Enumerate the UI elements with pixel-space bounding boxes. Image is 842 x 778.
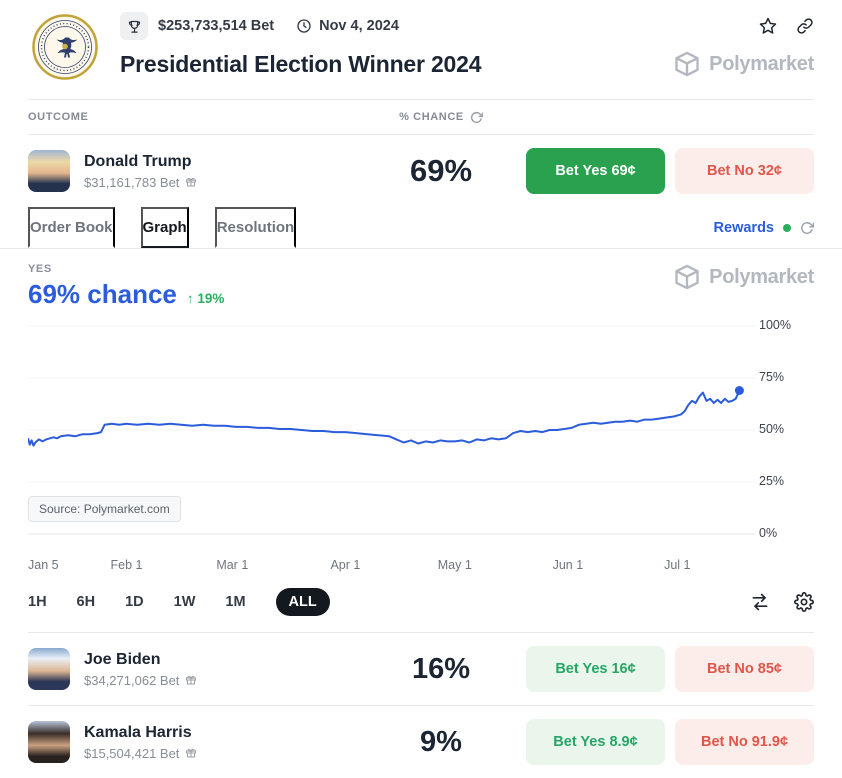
x-axis: Jan 5 Feb 1 Mar 1 Apr 1 May 1 Jun 1 Jul 1 xyxy=(28,550,814,578)
outcome-volume: $15,504,421 Bet xyxy=(84,745,180,761)
star-icon xyxy=(759,17,777,34)
outcome-row-trump: Donald Trump $31,161,783 Bet 69% Bet Yes… xyxy=(0,135,842,207)
chart-canvas[interactable]: 100% 75% 50% 25% 0% Source: Polymarket.com xyxy=(28,316,814,548)
rewards-active-dot xyxy=(783,223,791,232)
divider xyxy=(28,632,814,633)
x-axis-tick-label: Jan 5 xyxy=(28,558,59,572)
bet-yes-button-harris[interactable]: Bet Yes 8.9¢ xyxy=(526,719,665,765)
bet-yes-button-biden[interactable]: Bet Yes 16¢ xyxy=(526,646,665,692)
market-header: $253,733,514 Bet Nov 4, 2024 Presidentia… xyxy=(0,0,842,99)
bet-no-button-biden[interactable]: Bet No 85¢ xyxy=(675,646,814,692)
timeframe-selector: 1H 6H 1D 1W 1M ALL xyxy=(0,578,842,632)
tab-resolution[interactable]: Resolution xyxy=(214,207,297,248)
market-logo xyxy=(32,12,120,85)
outcome-row-biden: Joe Biden $34,271,062 Bet 16% Bet Yes 16… xyxy=(0,633,842,705)
market-tabs: Order Book Graph Resolution Rewards xyxy=(0,207,842,249)
copy-link-button[interactable] xyxy=(796,17,814,35)
tab-graph[interactable]: Graph xyxy=(140,207,189,248)
avatar-kamala-harris xyxy=(28,721,70,763)
swap-arrows-icon xyxy=(752,593,768,611)
link-icon xyxy=(797,18,813,34)
y-axis-tick-label: 25% xyxy=(759,474,785,488)
outcome-volume: $31,161,783 Bet xyxy=(84,174,180,190)
divider xyxy=(28,99,814,100)
timeframe-all[interactable]: ALL xyxy=(275,588,330,616)
chance-value: 9% xyxy=(420,725,462,758)
x-axis-tick-label: Jun 1 xyxy=(552,558,584,572)
gift-icon xyxy=(186,177,197,187)
trophy-badge xyxy=(120,12,148,40)
chance-column-header: % CHANCE xyxy=(399,111,464,123)
bet-yes-button-trump[interactable]: Bet Yes 69¢ xyxy=(526,148,665,194)
chart-settings-button[interactable] xyxy=(794,592,814,612)
chance-value: 16% xyxy=(411,652,471,685)
outcome-name: Donald Trump xyxy=(84,152,192,170)
refresh-chance-button[interactable] xyxy=(470,111,483,124)
refresh-icon xyxy=(801,221,814,234)
compare-button[interactable] xyxy=(750,592,770,612)
polymarket-logo[interactable]: Polymarket xyxy=(673,50,814,78)
x-axis-tick-label: Apr 1 xyxy=(330,558,361,572)
chance-value: 69% xyxy=(409,153,473,188)
polymarket-cube-icon xyxy=(675,264,699,290)
timeframe-1d[interactable]: 1D xyxy=(125,594,144,610)
divider xyxy=(28,705,814,706)
refresh-icon xyxy=(470,111,483,123)
polymarket-wordmark: Polymarket xyxy=(709,265,814,288)
x-axis-tick-label: Mar 1 xyxy=(216,558,249,572)
trophy-icon xyxy=(128,20,140,33)
chart-change-value: 19% xyxy=(197,291,225,306)
outcome-row-harris: Kamala Harris $15,504,421 Bet 9% Bet Yes… xyxy=(0,706,842,778)
chart-line-svg xyxy=(28,325,755,535)
page-title: Presidential Election Winner 2024 xyxy=(120,50,482,77)
timeframe-6h[interactable]: 6H xyxy=(76,594,96,610)
y-axis-tick-label: 75% xyxy=(759,370,785,384)
market-end-date: Nov 4, 2024 xyxy=(319,18,399,34)
rewards-refresh-button[interactable] xyxy=(800,221,814,235)
gear-icon xyxy=(794,592,814,612)
timeframe-1w[interactable]: 1W xyxy=(173,594,196,610)
price-chart: 100% 75% 50% 25% 0% Source: Polymarket.com xyxy=(0,310,842,548)
chart-chance-value: 69% chance xyxy=(28,279,177,309)
rewards-link[interactable]: Rewards xyxy=(713,219,774,236)
gift-icon xyxy=(186,748,197,758)
chart-change-badge: ↑ 19% xyxy=(187,291,225,306)
x-axis-tick-label: May 1 xyxy=(437,558,472,572)
outcome-table-header: OUTCOME % CHANCE xyxy=(0,100,842,134)
avatar-donald-trump xyxy=(28,150,70,192)
bet-no-button-trump[interactable]: Bet No 32¢ xyxy=(675,148,814,194)
outcome-column-header: OUTCOME xyxy=(28,111,89,123)
y-axis-tick-label: 50% xyxy=(759,422,785,436)
divider xyxy=(28,134,814,135)
y-axis-tick-label: 0% xyxy=(759,526,778,540)
timeframe-1h[interactable]: 1H xyxy=(28,594,47,610)
x-axis-tick-label: Jul 1 xyxy=(664,558,691,572)
chart-outcome-label: YES xyxy=(28,263,52,275)
tab-order-book[interactable]: Order Book xyxy=(28,207,115,248)
favorite-button[interactable] xyxy=(758,16,778,36)
chart-watermark: Polymarket xyxy=(673,263,814,291)
timeframe-1m[interactable]: 1M xyxy=(225,594,246,610)
outcome-volume: $34,271,062 Bet xyxy=(84,672,180,688)
polymarket-wordmark: Polymarket xyxy=(709,52,814,75)
bet-no-button-harris[interactable]: Bet No 91.9¢ xyxy=(675,719,814,765)
presidential-seal-icon xyxy=(32,14,98,80)
x-axis-tick-label: Feb 1 xyxy=(110,558,143,572)
clock-icon xyxy=(296,18,312,34)
gift-icon xyxy=(186,675,197,685)
outcome-name: Joe Biden xyxy=(84,650,161,668)
chart-header: YES 69% chance ↑ 19% Polymarket xyxy=(0,249,842,310)
y-axis-tick-label: 100% xyxy=(759,318,791,332)
avatar-joe-biden xyxy=(28,648,70,690)
source-attribution: Source: Polymarket.com xyxy=(28,496,181,522)
polymarket-cube-icon xyxy=(675,51,699,77)
total-volume: $253,733,514 Bet xyxy=(158,18,275,34)
trend-up-arrow-icon: ↑ xyxy=(186,291,194,306)
outcome-name: Kamala Harris xyxy=(84,723,192,741)
